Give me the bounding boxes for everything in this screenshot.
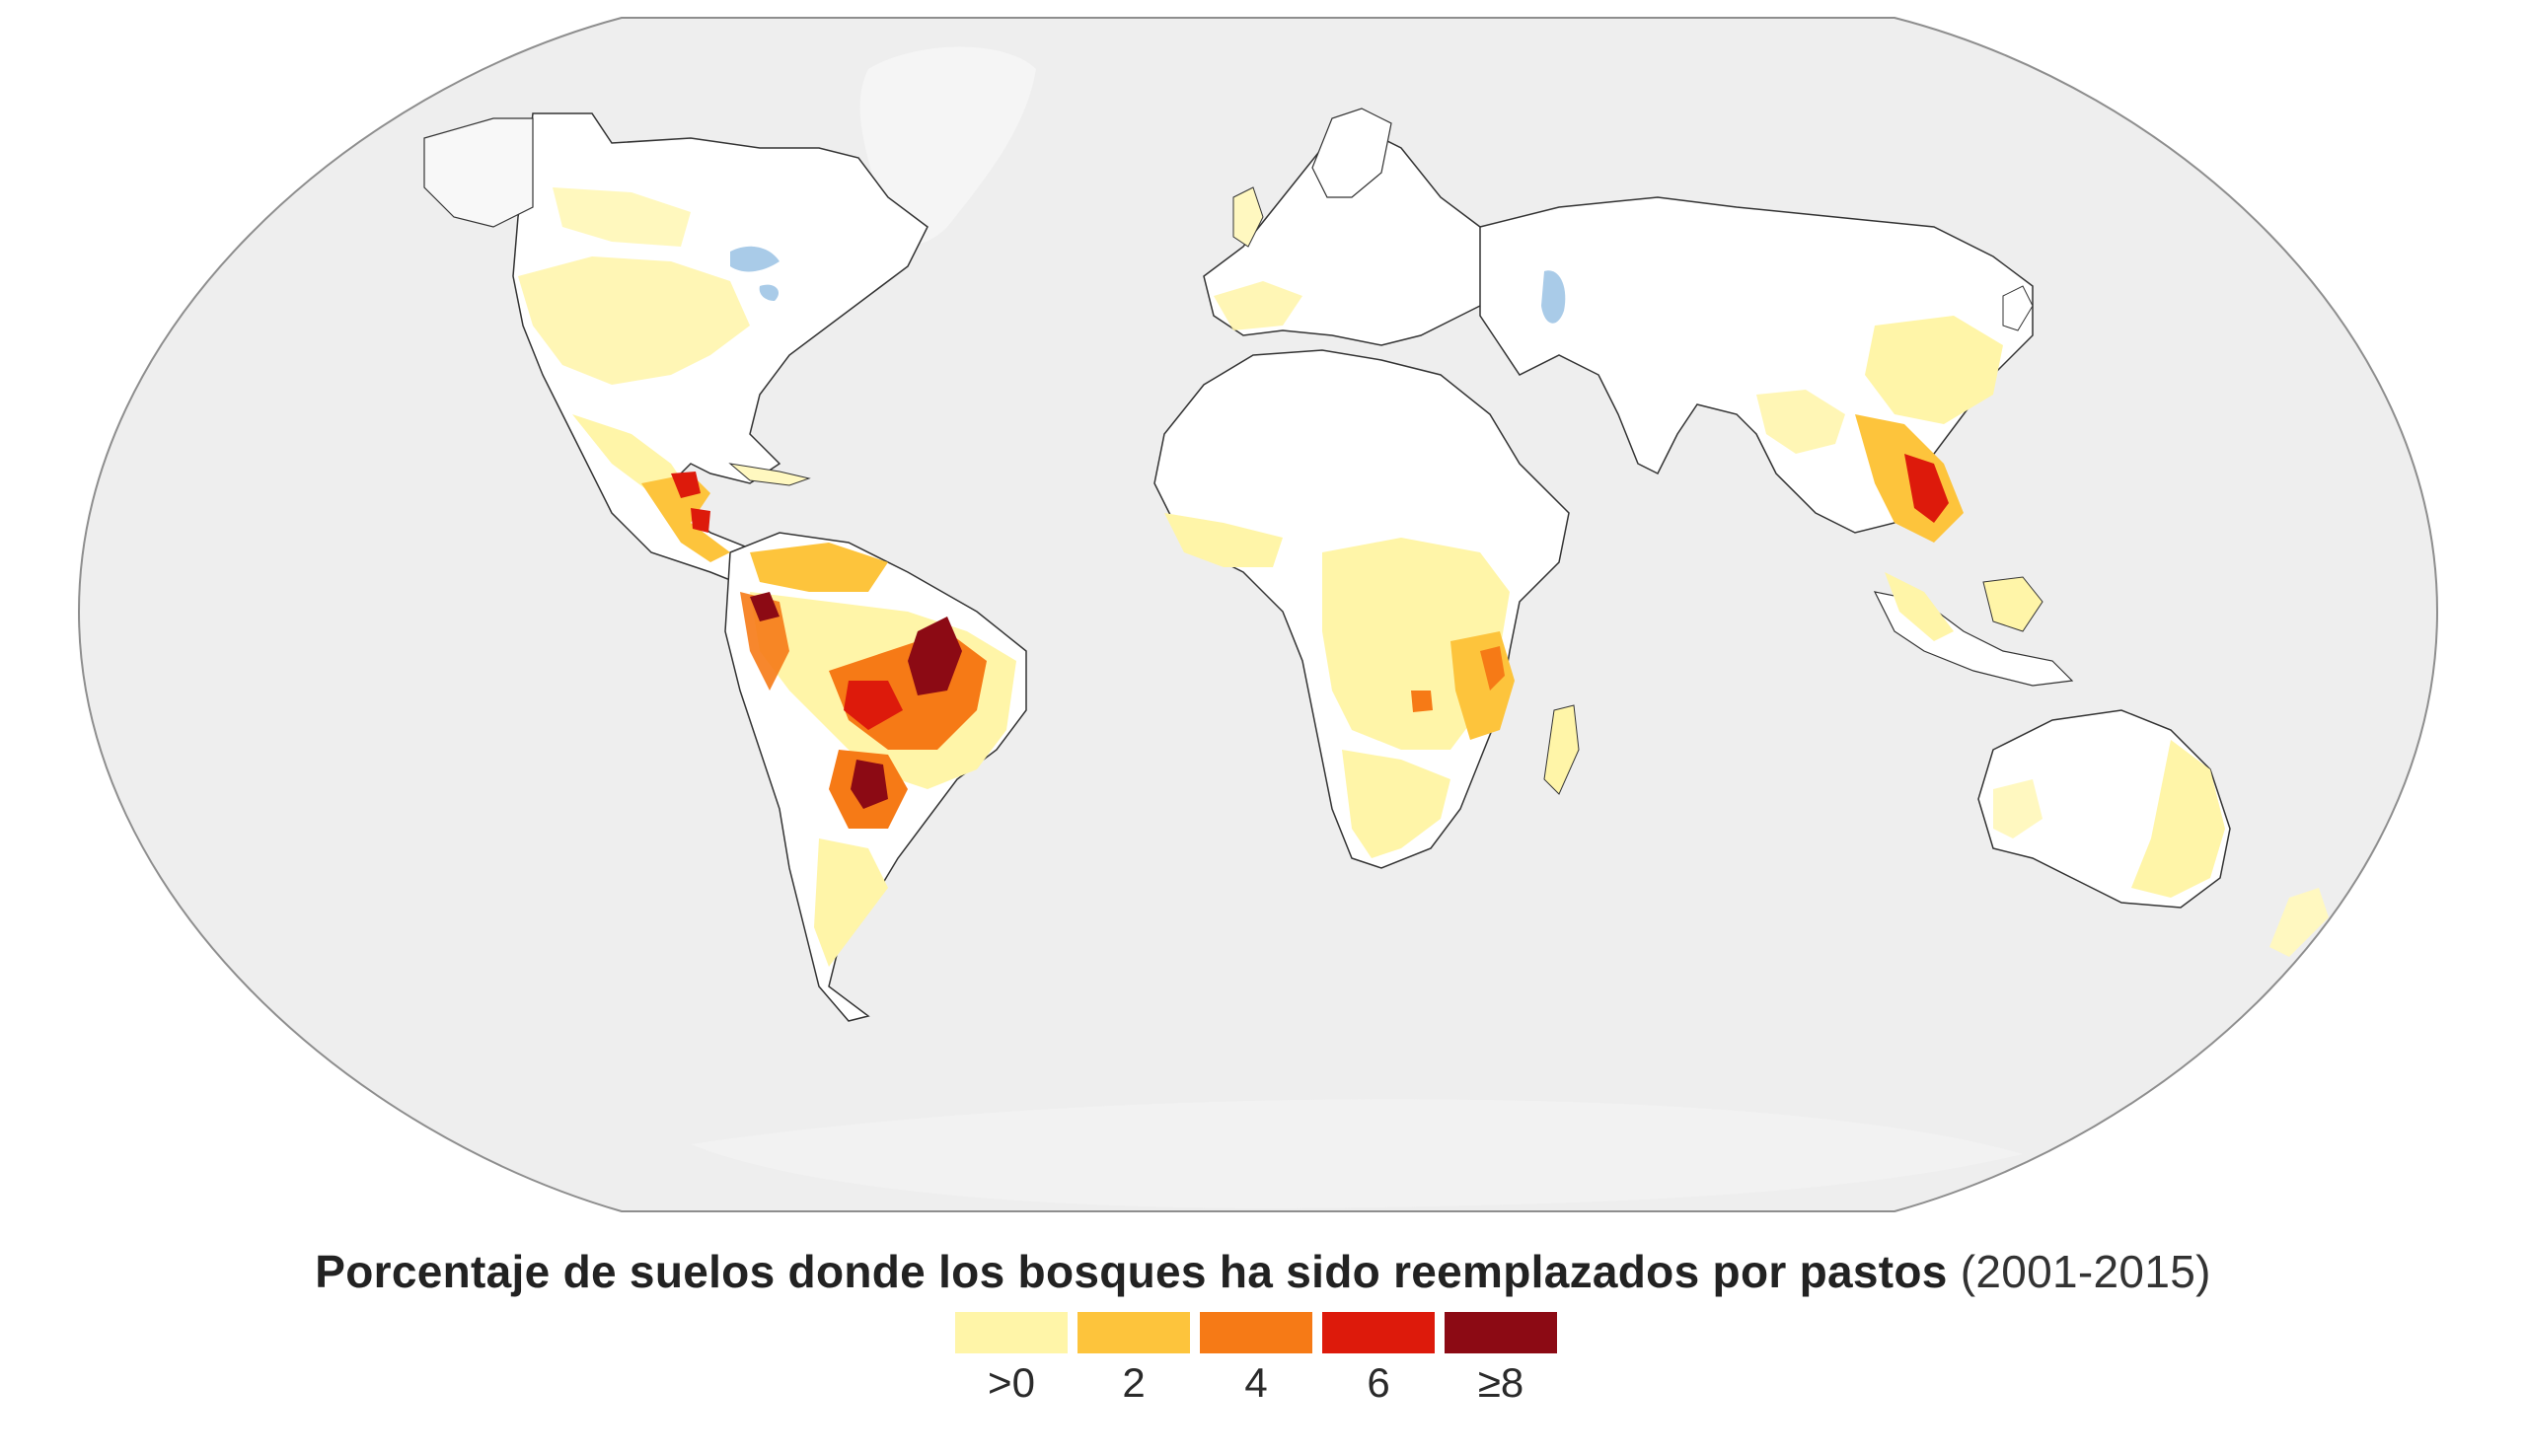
overlay-europe (1214, 281, 1302, 330)
overlay-africa-south (1342, 750, 1450, 858)
overlay-sa-hot-1 (908, 617, 962, 695)
overlay-asia-china (1865, 316, 2003, 424)
overlay-australia (2131, 740, 2225, 898)
legend-label: 4 (1244, 1359, 1268, 1406)
japan (2002, 285, 2034, 331)
legend-label: 6 (1367, 1359, 1390, 1406)
legend-swatch (1200, 1312, 1312, 1353)
legend-label: 2 (1122, 1359, 1146, 1406)
overlay-sa-west-hot (750, 592, 780, 621)
legend-label: >0 (988, 1359, 1035, 1406)
legend-label: ≥8 (1477, 1359, 1524, 1406)
overlay-asia-indochina-hot (1904, 454, 1949, 523)
legend-swatch (955, 1312, 1068, 1353)
overlay-mexico (572, 414, 691, 493)
overlay-sa-north (750, 543, 888, 592)
borneo (1982, 576, 2043, 632)
caribbean-islands (728, 463, 811, 486)
overlay-sa-hot-2 (844, 681, 903, 730)
caption-title: Porcentaje de suelos donde los bosques h… (315, 1246, 1948, 1297)
legend-swatch (1445, 1312, 1557, 1353)
uk (1232, 186, 1264, 248)
overlay-sa-south (814, 838, 888, 967)
greenland (859, 46, 1036, 245)
legend-swatch (1077, 1312, 1190, 1353)
overlay-sa-chaco-hot (851, 760, 888, 809)
overlay-africa-west (1164, 513, 1283, 567)
overlay-na-1 (518, 256, 750, 385)
globe-outline (77, 17, 2439, 1212)
antarctica (691, 1099, 2023, 1208)
overlay-africa-hot (1411, 646, 1505, 712)
overlay-australia-west (1993, 779, 2043, 838)
overlay-central-am (641, 473, 730, 562)
overlay-central-am-hot (671, 472, 710, 533)
overlay-na-2 (553, 187, 691, 247)
overlay-asia-sumatra (1885, 572, 1954, 641)
caspian-sea (1541, 270, 1566, 324)
legend-swatch (1322, 1312, 1435, 1353)
scandinavia (1311, 108, 1392, 198)
color-legend: >0 2 4 6 ≥8 (955, 1312, 1567, 1430)
great-lakes (730, 246, 780, 301)
overlay-asia-india (1756, 390, 1845, 454)
caption-period: (2001-2015) (1960, 1246, 2211, 1297)
new-zealand (2269, 888, 2329, 957)
map-caption: Porcentaje de suelos donde los bosques h… (0, 1245, 2526, 1298)
madagascar (1543, 704, 1580, 795)
alaska (423, 117, 534, 228)
world-map (77, 17, 2439, 1212)
